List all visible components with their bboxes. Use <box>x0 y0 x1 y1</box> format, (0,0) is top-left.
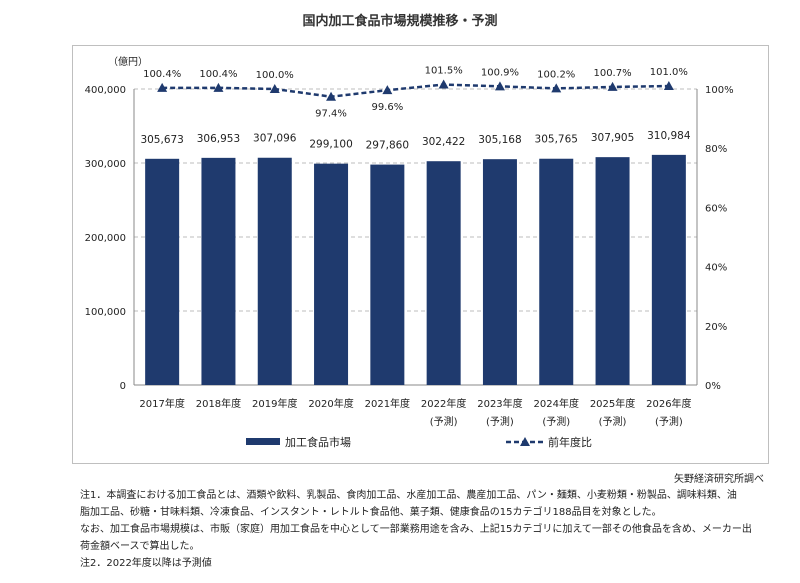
y-left-tick-label: 200,000 <box>85 233 126 244</box>
x-tick-sublabel: (予測) <box>486 415 514 428</box>
bar-value-label: 305,168 <box>478 134 521 146</box>
yoy-marker <box>326 91 337 101</box>
x-tick-sublabel: (予測) <box>430 415 458 428</box>
y-right-tick-label: 20% <box>705 322 727 333</box>
yoy-value-label: 97.4% <box>315 109 347 120</box>
yoy-value-label: 100.4% <box>199 69 237 80</box>
note-line-5: 注2．2022年度以降は予測値 <box>80 558 212 569</box>
x-tick-label: 2025年度 <box>590 397 635 410</box>
bar <box>426 161 461 385</box>
y-left-tick-label: 0 <box>120 381 126 392</box>
yoy-marker <box>157 82 168 92</box>
bar-value-label: 297,860 <box>366 140 409 152</box>
bar <box>257 157 292 385</box>
bar-value-label: 305,765 <box>535 134 578 146</box>
yoy-value-label: 100.7% <box>593 68 631 79</box>
yoy-marker <box>269 84 280 93</box>
bar <box>370 164 405 385</box>
bar-value-label: 307,905 <box>591 132 634 144</box>
yoy-value-label: 100.0% <box>256 70 294 81</box>
legend-marker-line <box>520 437 530 446</box>
y-left-unit-label: （億円） <box>108 55 148 68</box>
yoy-marker <box>213 82 224 92</box>
x-tick-label: 2024年度 <box>534 397 579 410</box>
y-right-tick-label: 0% <box>705 381 721 392</box>
bar-value-label: 299,100 <box>309 139 352 151</box>
note-line-3: なお、加工食品市場規模は、市販（家庭）用加工食品を中心として一部業務用途を含み、… <box>80 524 752 535</box>
x-tick-label: 2020年度 <box>308 397 353 410</box>
legend-label-line: 前年度比 <box>548 435 592 449</box>
yoy-value-label: 100.9% <box>481 67 519 78</box>
x-tick-sublabel: (予測) <box>655 415 683 428</box>
yoy-value-label: 101.5% <box>425 66 463 77</box>
yoy-marker <box>438 79 449 89</box>
y-left-tick-label: 100,000 <box>85 307 126 318</box>
x-tick-label: 2019年度 <box>252 397 297 410</box>
yoy-value-label: 100.4% <box>143 69 181 80</box>
y-right-tick-label: 100% <box>705 85 734 96</box>
x-tick-sublabel: (予測) <box>599 415 627 428</box>
y-right-tick-label: 80% <box>705 144 727 155</box>
note-line-4: 荷金額ベースで算出した。 <box>80 541 200 552</box>
chart-area: 0 100,000 200,000 300,000 400,000 0% 20% 40% 60%… <box>72 45 769 464</box>
bar <box>145 158 180 385</box>
x-tick-label: 2017年度 <box>139 397 184 410</box>
note-line-1: 注1．本調査における加工食品とは、酒類や飲料、乳製品、食肉加工品、水産加工品、農… <box>80 490 737 501</box>
bar-value-label: 306,953 <box>197 133 240 145</box>
x-tick-sublabel: (予測) <box>542 415 570 428</box>
y-left-tick-label: 300,000 <box>85 159 126 170</box>
bar <box>314 163 349 385</box>
x-tick-label: 2026年度 <box>646 397 691 410</box>
legend-label-bars: 加工食品市場 <box>285 435 351 449</box>
yoy-line <box>162 83 669 98</box>
yoy-marker <box>607 81 618 91</box>
bar-value-label: 310,984 <box>647 130 691 142</box>
yoy-marker <box>663 81 674 91</box>
bar <box>651 154 686 385</box>
notes: 注1．本調査における加工食品とは、酒類や飲料、乳製品、食肉加工品、水産加工品、農… <box>80 487 780 572</box>
bar-value-label: 305,673 <box>140 134 183 146</box>
x-tick-label: 2023年度 <box>477 397 522 410</box>
y-left-tick-label: 400,000 <box>85 85 126 96</box>
bar <box>482 159 517 385</box>
yoy-marker <box>551 83 562 93</box>
x-tick-label: 2021年度 <box>365 397 410 410</box>
yoy-marker <box>494 81 505 91</box>
bar <box>595 157 630 385</box>
x-tick-label: 2018年度 <box>196 397 241 410</box>
source-note: 矢野経済研究所調べ <box>674 474 764 485</box>
bar <box>201 157 236 385</box>
y-right-tick-label: 60% <box>705 203 727 214</box>
yoy-value-label: 100.2% <box>537 69 575 80</box>
yoy-value-label: 99.6% <box>371 102 403 113</box>
x-tick-label: 2022年度 <box>421 397 466 410</box>
yoy-value-label: 101.0% <box>650 67 688 78</box>
note-line-2: 脂加工品、砂糖・甘味料類、冷凍食品、インスタント・レトルト食品他、菓子類、健康食… <box>80 507 662 518</box>
chart-svg: 0 100,000 200,000 300,000 400,000 0% 20% 40% 60%… <box>85 55 734 449</box>
y-right-tick-label: 40% <box>705 263 727 274</box>
yoy-marker <box>382 85 393 95</box>
bar-value-label: 302,422 <box>422 136 465 148</box>
chart-title: 国内加工食品市場規模推移・予測 <box>302 14 498 29</box>
bar <box>539 158 574 385</box>
bar-value-label: 307,096 <box>253 133 297 145</box>
legend-swatch-bars <box>246 438 280 445</box>
